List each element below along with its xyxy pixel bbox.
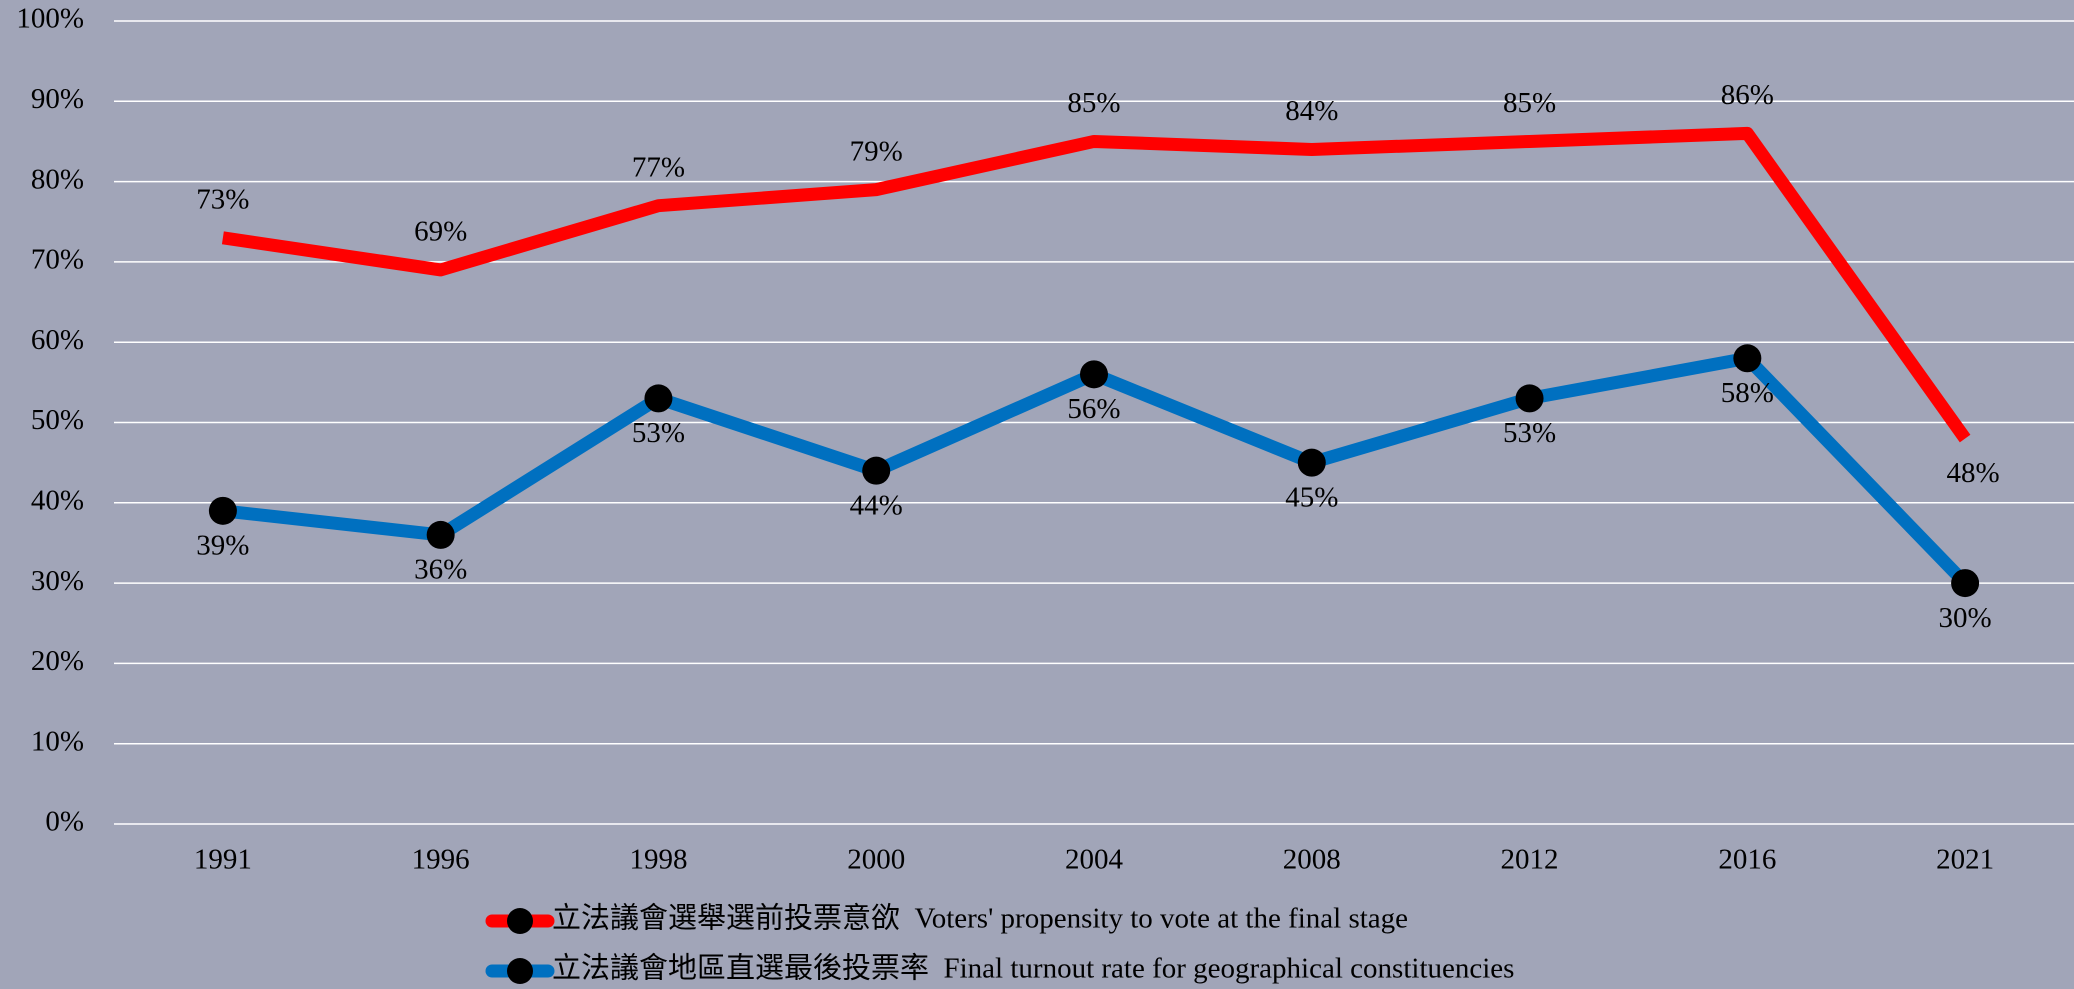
y-tick-label: 0% bbox=[45, 806, 84, 838]
legend-marker bbox=[507, 958, 533, 984]
y-tick-label: 10% bbox=[31, 725, 84, 757]
y-tick-label: 20% bbox=[31, 645, 84, 677]
y-tick-label: 40% bbox=[31, 484, 84, 516]
x-tick-label: 1998 bbox=[629, 844, 687, 876]
y-tick-label: 100% bbox=[16, 3, 84, 35]
y-tick-label: 70% bbox=[31, 244, 84, 276]
y-tick-label: 80% bbox=[31, 163, 84, 195]
data-label: 48% bbox=[1947, 457, 2000, 489]
data-label: 84% bbox=[1285, 95, 1338, 127]
data-label: 73% bbox=[196, 183, 249, 215]
data-label: 39% bbox=[196, 529, 249, 561]
x-tick-label: 2000 bbox=[847, 844, 905, 876]
x-tick-label: 2016 bbox=[1718, 844, 1776, 876]
data-label: 79% bbox=[850, 135, 903, 167]
data-label: 77% bbox=[632, 151, 685, 183]
data-point bbox=[426, 520, 455, 549]
data-label: 85% bbox=[1067, 87, 1120, 119]
x-tick-label: 2008 bbox=[1283, 844, 1341, 876]
y-tick-label: 60% bbox=[31, 324, 84, 356]
data-label: 44% bbox=[850, 489, 903, 521]
y-tick-label: 50% bbox=[31, 404, 84, 436]
data-label: 58% bbox=[1721, 377, 1774, 409]
data-label: 85% bbox=[1503, 87, 1556, 119]
legend-label: 立法議會地區直選最後投票率 Final turnout rate for geo… bbox=[552, 952, 1514, 985]
data-point bbox=[208, 496, 237, 525]
data-point bbox=[1951, 569, 1980, 598]
y-tick-label: 30% bbox=[31, 565, 84, 597]
data-point bbox=[1297, 448, 1326, 477]
x-tick-label: 1991 bbox=[194, 844, 252, 876]
data-label: 53% bbox=[632, 417, 685, 449]
data-point bbox=[644, 384, 673, 413]
data-label: 53% bbox=[1503, 417, 1556, 449]
data-label: 45% bbox=[1285, 481, 1338, 513]
y-tick-label: 90% bbox=[31, 83, 84, 115]
legend-label: 立法議會選舉選前投票意欲 Voters' propensity to vote … bbox=[552, 902, 1408, 935]
data-label: 86% bbox=[1721, 79, 1774, 111]
data-label: 36% bbox=[414, 554, 467, 586]
data-label: 30% bbox=[1939, 602, 1992, 634]
data-label: 69% bbox=[414, 216, 467, 248]
data-point bbox=[1080, 360, 1108, 389]
x-tick-label: 2004 bbox=[1065, 844, 1124, 876]
series-line bbox=[221, 126, 1971, 443]
x-tick-label: 2021 bbox=[1936, 844, 1994, 876]
data-point bbox=[1733, 344, 1762, 373]
data-label: 56% bbox=[1067, 393, 1120, 425]
data-point bbox=[862, 456, 891, 485]
data-point bbox=[1515, 384, 1544, 413]
x-tick-label: 2012 bbox=[1501, 844, 1559, 876]
x-tick-label: 1996 bbox=[412, 844, 470, 876]
legend-marker bbox=[507, 908, 533, 934]
